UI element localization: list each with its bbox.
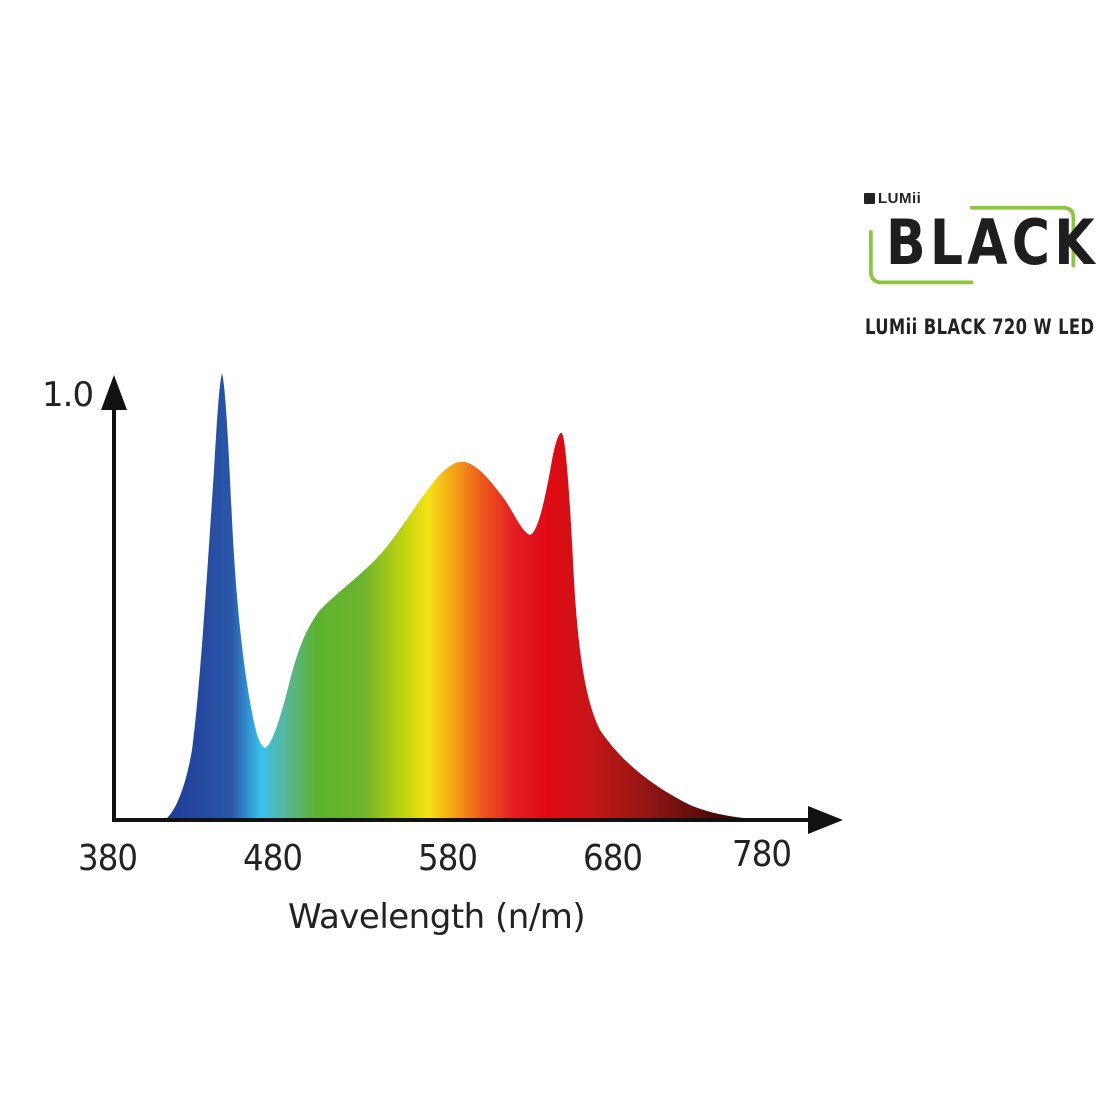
x-tick-label: 780 (732, 834, 792, 875)
x-axis-title: Wavelength (n/m) (288, 897, 586, 937)
spectrum-area (165, 373, 770, 820)
x-tick-label: 580 (418, 838, 478, 879)
logo-product-line: BLACK (886, 206, 1099, 279)
x-axis-arrow-icon (808, 806, 843, 834)
y-axis-arrow-icon (101, 375, 127, 410)
y-axis-max-label: 1.0 (42, 375, 94, 415)
product-caption: LUMii BLACK 720 W LED (865, 315, 1095, 339)
x-tick-label: 380 (78, 838, 138, 879)
logo-square-icon (864, 193, 875, 204)
logo-brand: LUMii (864, 190, 921, 207)
x-tick-label: 480 (243, 838, 303, 879)
brand-logo: LUMii BLACK LUMii BLACK 720 W LED (864, 190, 1095, 340)
x-tick-label: 680 (583, 838, 643, 879)
logo-brand-text: LUMii (878, 190, 922, 207)
logo-frame-icon (869, 205, 1076, 285)
